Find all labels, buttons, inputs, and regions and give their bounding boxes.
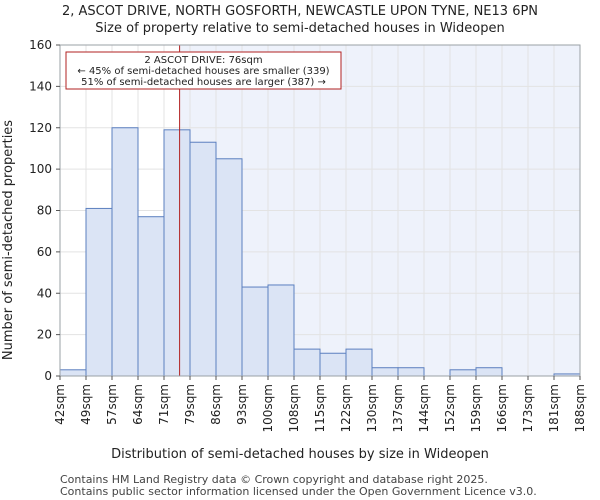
y-tick-label: 140 bbox=[29, 79, 52, 93]
y-tick-label: 100 bbox=[29, 162, 52, 176]
y-axis-label: Number of semi-detached properties bbox=[1, 120, 16, 360]
annotation-line2: ← 45% of semi-detached houses are smalle… bbox=[77, 66, 329, 77]
x-tick-label: 188sqm bbox=[573, 384, 587, 432]
bar-64sqm bbox=[137, 216, 165, 377]
x-axis-label: Distribution of semi-detached houses by … bbox=[111, 447, 489, 462]
bar-57sqm bbox=[111, 127, 139, 377]
x-tick-label: 49sqm bbox=[79, 384, 93, 425]
x-tick-label: 159sqm bbox=[469, 384, 483, 432]
annotation-box: 2 ASCOT DRIVE: 76sqm ← 45% of semi-detac… bbox=[65, 51, 342, 90]
bars-group bbox=[59, 127, 581, 377]
bar-130sqm bbox=[371, 367, 399, 377]
x-tick-label: 79sqm bbox=[183, 384, 197, 425]
bar-42sqm bbox=[59, 369, 87, 377]
annotation-line1: 2 ASCOT DRIVE: 76sqm bbox=[144, 55, 262, 66]
y-tick-label: 40 bbox=[37, 286, 52, 300]
bar-71sqm bbox=[163, 129, 191, 377]
x-tick-label: 42sqm bbox=[53, 384, 67, 425]
bar-93sqm bbox=[241, 286, 269, 377]
bar-86sqm bbox=[215, 158, 243, 377]
x-tick-label: 181sqm bbox=[547, 384, 561, 432]
histogram-chart: 2, ASCOT DRIVE, NORTH GOSFORTH, NEWCASTL… bbox=[1, 4, 587, 462]
bar-49sqm bbox=[85, 207, 113, 377]
bar-115sqm bbox=[319, 352, 347, 377]
footer-copyright: Contains HM Land Registry data © Crown c… bbox=[60, 473, 488, 486]
x-tick-label: 93sqm bbox=[235, 384, 249, 425]
x-axis-ticks: 42sqm 49sqm 57sqm 64sqm 71sqm 79sqm 86sqm 93sqm… bbox=[53, 376, 587, 432]
x-tick-label: 130sqm bbox=[365, 384, 379, 432]
bar-152sqm bbox=[449, 369, 477, 377]
x-tick-label: 115sqm bbox=[313, 384, 327, 432]
y-tick-label: 0 bbox=[44, 369, 52, 383]
x-tick-label: 100sqm bbox=[261, 384, 275, 432]
chart-title-line1: 2, ASCOT DRIVE, NORTH GOSFORTH, NEWCASTL… bbox=[62, 4, 538, 19]
x-tick-label: 166sqm bbox=[495, 384, 509, 432]
x-tick-label: 137sqm bbox=[391, 384, 405, 432]
y-tick-label: 160 bbox=[29, 38, 52, 52]
y-tick-label: 60 bbox=[37, 245, 52, 259]
bar-100sqm bbox=[267, 284, 295, 377]
y-tick-label: 120 bbox=[29, 121, 52, 135]
x-tick-label: 86sqm bbox=[209, 384, 223, 425]
x-tick-label: 152sqm bbox=[443, 384, 457, 432]
x-tick-label: 108sqm bbox=[287, 384, 301, 432]
bar-159sqm bbox=[475, 367, 503, 377]
y-tick-label: 20 bbox=[37, 328, 52, 342]
y-tick-label: 80 bbox=[37, 204, 52, 218]
y-axis-ticks: 0 20 40 60 80 100 120 140 160 bbox=[29, 38, 60, 383]
x-tick-label: 71sqm bbox=[157, 384, 171, 425]
x-tick-label: 64sqm bbox=[131, 384, 145, 425]
bar-108sqm bbox=[293, 348, 321, 377]
x-tick-label: 122sqm bbox=[339, 384, 353, 432]
x-tick-label: 173sqm bbox=[521, 384, 535, 432]
bar-122sqm bbox=[345, 348, 373, 377]
x-tick-label: 144sqm bbox=[417, 384, 431, 432]
footer-licence: Contains public sector information licen… bbox=[60, 485, 537, 498]
bar-79sqm bbox=[189, 141, 217, 377]
x-tick-label: 57sqm bbox=[105, 384, 119, 425]
annotation-line3: 51% of semi-detached houses are larger (… bbox=[81, 77, 326, 88]
bar-137sqm bbox=[397, 367, 425, 377]
chart-title-line2: Size of property relative to semi-detach… bbox=[95, 21, 504, 36]
